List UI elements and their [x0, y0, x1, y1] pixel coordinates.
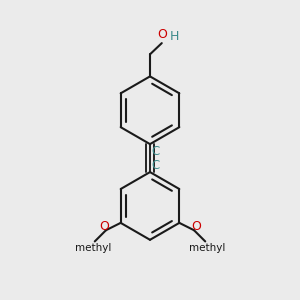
Text: O: O: [157, 28, 167, 41]
Text: O: O: [99, 220, 109, 233]
Text: C: C: [151, 145, 159, 158]
Text: C: C: [151, 159, 159, 172]
Text: methyl: methyl: [188, 243, 225, 253]
Text: O: O: [191, 220, 201, 233]
Text: methyl: methyl: [75, 243, 112, 253]
Text: H: H: [169, 30, 179, 43]
